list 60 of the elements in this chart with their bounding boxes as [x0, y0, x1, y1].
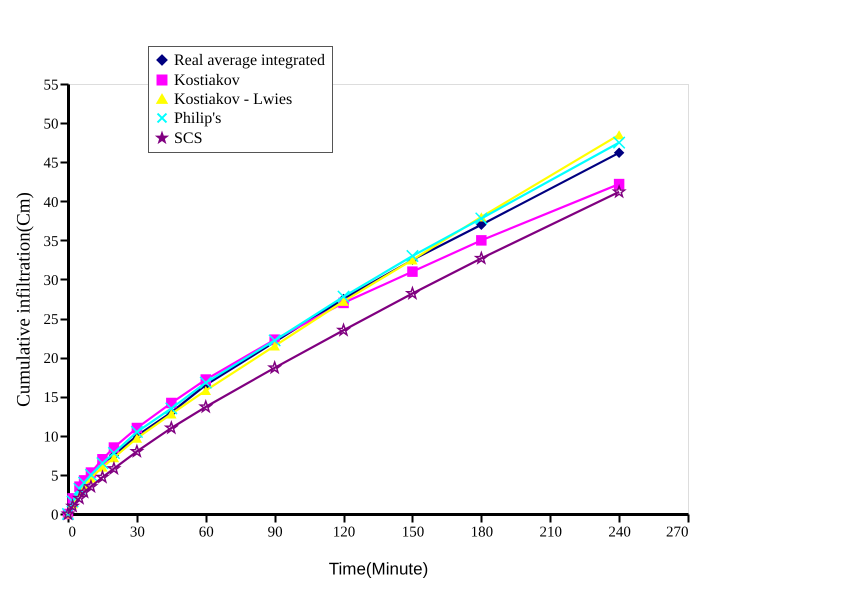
point [96, 470, 109, 483]
legend-label: SCS [174, 130, 202, 147]
point [269, 341, 280, 350]
point [107, 446, 120, 460]
x-tick-label: 210 [539, 524, 562, 540]
y-tick-label: 50 [44, 116, 58, 133]
y-tick-label: 30 [44, 272, 58, 289]
point [337, 324, 350, 336]
x-tick-label: 240 [608, 524, 631, 540]
point [337, 290, 350, 304]
point [200, 386, 212, 396]
point [132, 434, 142, 443]
legend-label: Real average integrated [174, 52, 326, 69]
x-tick-label: 270 [666, 524, 688, 540]
y-tick-label: 20 [44, 351, 58, 368]
legend-label: Kostiakov [174, 72, 240, 89]
y-tick-label: 25 [44, 312, 58, 328]
point [476, 235, 487, 246]
y-tick-label: 0 [51, 508, 58, 524]
y-axis-title: Cumulative infiltration(Cm) [14, 192, 34, 407]
point [406, 287, 419, 299]
point [614, 148, 624, 158]
point [73, 492, 86, 504]
point [108, 453, 120, 462]
point [200, 400, 212, 412]
point [612, 185, 626, 198]
x-tick-label: 30 [130, 524, 145, 540]
legend-label: Philip's [174, 110, 222, 127]
point [474, 212, 488, 225]
point [268, 361, 281, 374]
y-tick-label: 35 [44, 234, 58, 250]
y-tick-label: 10 [44, 429, 58, 446]
x-tick-label: 0 [68, 524, 76, 540]
point [614, 178, 624, 190]
point [130, 445, 144, 457]
point [199, 376, 212, 390]
x-axis-title: Time(Minute) [328, 560, 428, 578]
point [475, 252, 488, 264]
x-tick-label: 60 [198, 524, 214, 540]
point [406, 250, 419, 262]
y-tick-label: 5 [51, 468, 58, 484]
point [84, 480, 98, 492]
y-tick-label: 15 [44, 390, 58, 406]
point [78, 486, 90, 498]
legend-label: Kostiakov - Lwies [174, 91, 292, 108]
x-tick-label: 150 [402, 524, 424, 540]
y-tick-label: 45 [44, 156, 58, 172]
point [130, 425, 144, 438]
point [164, 402, 178, 415]
y-tick-label: 55 [44, 78, 58, 94]
x-tick-label: 180 [470, 524, 494, 540]
y-tick-label: 40 [44, 194, 58, 211]
point [407, 266, 418, 277]
point [108, 462, 120, 474]
point [612, 136, 626, 150]
point [338, 296, 349, 306]
point [66, 500, 79, 512]
x-tick-label: 120 [332, 524, 356, 540]
x-tick-label: 90 [268, 524, 283, 540]
point [165, 422, 178, 434]
